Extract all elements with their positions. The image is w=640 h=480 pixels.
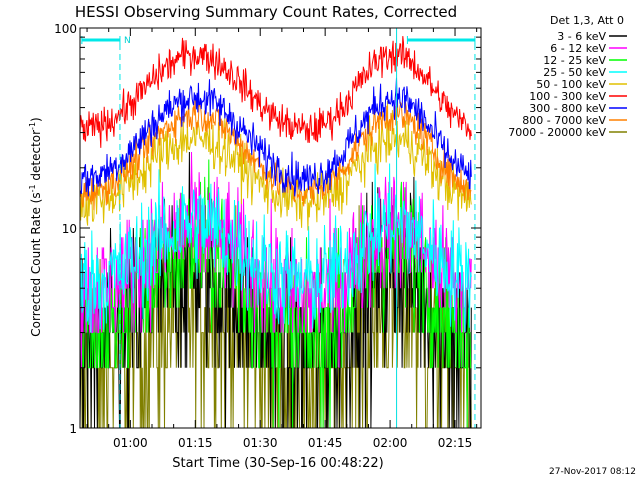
x-tick-label-3: 01:45 bbox=[308, 436, 343, 450]
x-tick-label-2: 01:30 bbox=[243, 436, 278, 450]
legend-label-3: 25 - 50 keV bbox=[543, 66, 606, 79]
legend-label-0: 3 - 6 keV bbox=[557, 30, 606, 43]
y-axis-label: Corrected Count Rate (s-1 detector-1) bbox=[28, 117, 43, 336]
series-line-4 bbox=[79, 100, 472, 231]
y-tick-label-2: 100 bbox=[54, 22, 77, 36]
legend-label-8: 7000 - 20000 keV bbox=[508, 126, 606, 139]
legend-label-6: 300 - 800 keV bbox=[529, 102, 606, 115]
legend-label-4: 50 - 100 keV bbox=[536, 78, 606, 91]
plot-markers: N bbox=[81, 28, 476, 428]
series-line-3 bbox=[79, 163, 472, 333]
legend-label-5: 100 - 300 keV bbox=[529, 90, 606, 103]
y-tick-label-1: 10 bbox=[62, 222, 77, 236]
series-line-5 bbox=[79, 36, 472, 148]
flag-label: N bbox=[124, 36, 131, 46]
footer-date: 27-Nov-2017 08:12 bbox=[549, 467, 636, 477]
series-line-7 bbox=[79, 93, 472, 211]
plot-data bbox=[79, 36, 472, 429]
chart-title: HESSI Observing Summary Count Rates, Cor… bbox=[75, 3, 457, 21]
legend-label-7: 800 - 7000 keV bbox=[522, 114, 606, 127]
x-tick-label-0: 01:00 bbox=[113, 436, 148, 450]
legend-label-2: 12 - 25 keV bbox=[543, 54, 606, 67]
legend-label-1: 6 - 12 keV bbox=[550, 42, 606, 55]
legend-header: Det 1,3, Att 0 bbox=[550, 14, 624, 27]
x-tick-label-5: 02:15 bbox=[438, 436, 473, 450]
series-line-1 bbox=[80, 151, 472, 368]
y-tick-label-0: 1 bbox=[69, 422, 77, 436]
x-tick-label-4: 02:00 bbox=[373, 436, 408, 450]
x-axis-label: Start Time (30-Sep-16 00:48:22) bbox=[172, 456, 383, 471]
series-line-6 bbox=[79, 77, 472, 197]
plot-axes: 01:00 01:15 01:30 01:45 02:00 02:15 1 10 100 bbox=[54, 22, 482, 450]
x-tick-label-1: 01:15 bbox=[178, 436, 213, 450]
series-line-2 bbox=[79, 159, 472, 429]
